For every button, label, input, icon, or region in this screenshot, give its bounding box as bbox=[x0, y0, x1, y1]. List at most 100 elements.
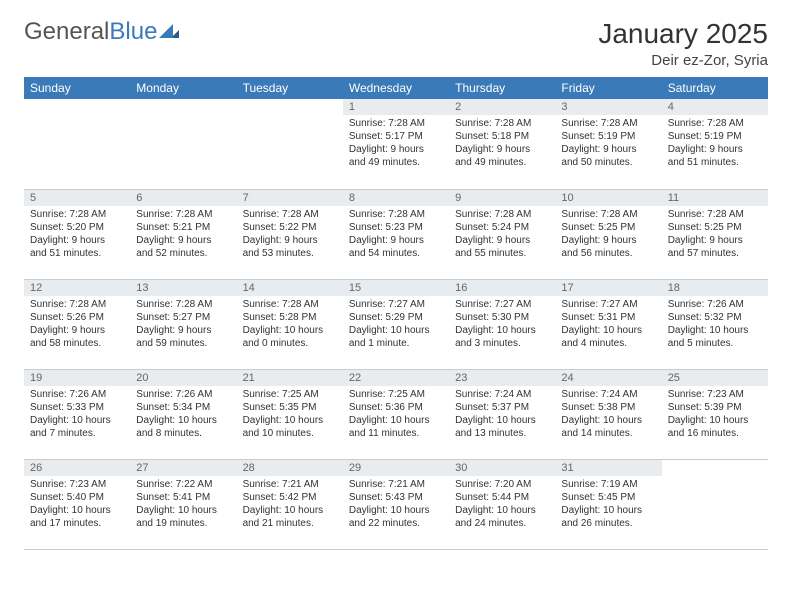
weekday-header: Monday bbox=[130, 77, 236, 99]
weekday-header: Friday bbox=[555, 77, 661, 99]
day-number: 28 bbox=[237, 460, 343, 476]
calendar-cell: 15Sunrise: 7:27 AMSunset: 5:29 PMDayligh… bbox=[343, 279, 449, 369]
calendar-cell: 8Sunrise: 7:28 AMSunset: 5:23 PMDaylight… bbox=[343, 189, 449, 279]
day-details: Sunrise: 7:21 AMSunset: 5:42 PMDaylight:… bbox=[237, 476, 343, 534]
calendar-cell: 22Sunrise: 7:25 AMSunset: 5:36 PMDayligh… bbox=[343, 369, 449, 459]
day-details: Sunrise: 7:28 AMSunset: 5:25 PMDaylight:… bbox=[555, 206, 661, 264]
day-details: Sunrise: 7:24 AMSunset: 5:38 PMDaylight:… bbox=[555, 386, 661, 444]
calendar-cell: 13Sunrise: 7:28 AMSunset: 5:27 PMDayligh… bbox=[130, 279, 236, 369]
calendar-cell: 23Sunrise: 7:24 AMSunset: 5:37 PMDayligh… bbox=[449, 369, 555, 459]
day-number: 27 bbox=[130, 460, 236, 476]
calendar-cell: 9Sunrise: 7:28 AMSunset: 5:24 PMDaylight… bbox=[449, 189, 555, 279]
calendar-cell: 30Sunrise: 7:20 AMSunset: 5:44 PMDayligh… bbox=[449, 459, 555, 549]
calendar-cell bbox=[130, 99, 236, 189]
day-number: 14 bbox=[237, 280, 343, 296]
day-details: Sunrise: 7:26 AMSunset: 5:34 PMDaylight:… bbox=[130, 386, 236, 444]
calendar-cell: 2Sunrise: 7:28 AMSunset: 5:18 PMDaylight… bbox=[449, 99, 555, 189]
day-details: Sunrise: 7:28 AMSunset: 5:20 PMDaylight:… bbox=[24, 206, 130, 264]
calendar-cell: 12Sunrise: 7:28 AMSunset: 5:26 PMDayligh… bbox=[24, 279, 130, 369]
day-details: Sunrise: 7:28 AMSunset: 5:17 PMDaylight:… bbox=[343, 115, 449, 173]
calendar-body: 1Sunrise: 7:28 AMSunset: 5:17 PMDaylight… bbox=[24, 99, 768, 549]
calendar-cell: 5Sunrise: 7:28 AMSunset: 5:20 PMDaylight… bbox=[24, 189, 130, 279]
day-number: 6 bbox=[130, 190, 236, 206]
calendar-week-row: 1Sunrise: 7:28 AMSunset: 5:17 PMDaylight… bbox=[24, 99, 768, 189]
day-number: 3 bbox=[555, 99, 661, 115]
calendar-cell: 18Sunrise: 7:26 AMSunset: 5:32 PMDayligh… bbox=[662, 279, 768, 369]
day-details: Sunrise: 7:26 AMSunset: 5:32 PMDaylight:… bbox=[662, 296, 768, 354]
day-details: Sunrise: 7:25 AMSunset: 5:36 PMDaylight:… bbox=[343, 386, 449, 444]
day-number: 1 bbox=[343, 99, 449, 115]
day-number: 22 bbox=[343, 370, 449, 386]
day-number: 4 bbox=[662, 99, 768, 115]
day-details: Sunrise: 7:28 AMSunset: 5:25 PMDaylight:… bbox=[662, 206, 768, 264]
day-number: 5 bbox=[24, 190, 130, 206]
day-details: Sunrise: 7:25 AMSunset: 5:35 PMDaylight:… bbox=[237, 386, 343, 444]
day-details: Sunrise: 7:28 AMSunset: 5:28 PMDaylight:… bbox=[237, 296, 343, 354]
day-number: 8 bbox=[343, 190, 449, 206]
calendar-week-row: 5Sunrise: 7:28 AMSunset: 5:20 PMDaylight… bbox=[24, 189, 768, 279]
day-details: Sunrise: 7:23 AMSunset: 5:40 PMDaylight:… bbox=[24, 476, 130, 534]
day-details: Sunrise: 7:21 AMSunset: 5:43 PMDaylight:… bbox=[343, 476, 449, 534]
calendar-cell: 27Sunrise: 7:22 AMSunset: 5:41 PMDayligh… bbox=[130, 459, 236, 549]
weekday-header-row: SundayMondayTuesdayWednesdayThursdayFrid… bbox=[24, 77, 768, 99]
day-number: 18 bbox=[662, 280, 768, 296]
day-details: Sunrise: 7:27 AMSunset: 5:29 PMDaylight:… bbox=[343, 296, 449, 354]
weekday-header: Sunday bbox=[24, 77, 130, 99]
weekday-header: Wednesday bbox=[343, 77, 449, 99]
day-number: 25 bbox=[662, 370, 768, 386]
day-details: Sunrise: 7:28 AMSunset: 5:19 PMDaylight:… bbox=[662, 115, 768, 173]
day-details: Sunrise: 7:24 AMSunset: 5:37 PMDaylight:… bbox=[449, 386, 555, 444]
day-details: Sunrise: 7:19 AMSunset: 5:45 PMDaylight:… bbox=[555, 476, 661, 534]
calendar-cell: 19Sunrise: 7:26 AMSunset: 5:33 PMDayligh… bbox=[24, 369, 130, 459]
day-number: 24 bbox=[555, 370, 661, 386]
day-number: 19 bbox=[24, 370, 130, 386]
calendar-cell: 10Sunrise: 7:28 AMSunset: 5:25 PMDayligh… bbox=[555, 189, 661, 279]
calendar-week-row: 26Sunrise: 7:23 AMSunset: 5:40 PMDayligh… bbox=[24, 459, 768, 549]
day-details: Sunrise: 7:22 AMSunset: 5:41 PMDaylight:… bbox=[130, 476, 236, 534]
day-number: 21 bbox=[237, 370, 343, 386]
calendar-cell: 6Sunrise: 7:28 AMSunset: 5:21 PMDaylight… bbox=[130, 189, 236, 279]
calendar-cell bbox=[237, 99, 343, 189]
day-details: Sunrise: 7:28 AMSunset: 5:22 PMDaylight:… bbox=[237, 206, 343, 264]
logo-part1: General bbox=[24, 18, 109, 45]
calendar-cell: 3Sunrise: 7:28 AMSunset: 5:19 PMDaylight… bbox=[555, 99, 661, 189]
logo-part2: Blue bbox=[109, 18, 157, 45]
day-details: Sunrise: 7:20 AMSunset: 5:44 PMDaylight:… bbox=[449, 476, 555, 534]
calendar-cell: 11Sunrise: 7:28 AMSunset: 5:25 PMDayligh… bbox=[662, 189, 768, 279]
day-details: Sunrise: 7:23 AMSunset: 5:39 PMDaylight:… bbox=[662, 386, 768, 444]
day-number: 11 bbox=[662, 190, 768, 206]
month-title: January 2025 bbox=[598, 18, 768, 50]
day-number: 16 bbox=[449, 280, 555, 296]
day-details: Sunrise: 7:26 AMSunset: 5:33 PMDaylight:… bbox=[24, 386, 130, 444]
calendar-cell: 29Sunrise: 7:21 AMSunset: 5:43 PMDayligh… bbox=[343, 459, 449, 549]
day-details: Sunrise: 7:28 AMSunset: 5:24 PMDaylight:… bbox=[449, 206, 555, 264]
calendar-cell bbox=[662, 459, 768, 549]
calendar-cell: 17Sunrise: 7:27 AMSunset: 5:31 PMDayligh… bbox=[555, 279, 661, 369]
title-block: January 2025 Deir ez-Zor, Syria bbox=[598, 18, 768, 69]
logo: GeneralBlue bbox=[24, 18, 179, 46]
day-number: 15 bbox=[343, 280, 449, 296]
calendar-week-row: 12Sunrise: 7:28 AMSunset: 5:26 PMDayligh… bbox=[24, 279, 768, 369]
calendar-table: SundayMondayTuesdayWednesdayThursdayFrid… bbox=[24, 77, 768, 550]
day-number: 20 bbox=[130, 370, 236, 386]
day-details: Sunrise: 7:28 AMSunset: 5:26 PMDaylight:… bbox=[24, 296, 130, 354]
calendar-cell: 4Sunrise: 7:28 AMSunset: 5:19 PMDaylight… bbox=[662, 99, 768, 189]
day-details: Sunrise: 7:28 AMSunset: 5:23 PMDaylight:… bbox=[343, 206, 449, 264]
day-number: 26 bbox=[24, 460, 130, 476]
calendar-cell: 20Sunrise: 7:26 AMSunset: 5:34 PMDayligh… bbox=[130, 369, 236, 459]
day-number: 2 bbox=[449, 99, 555, 115]
calendar-cell: 7Sunrise: 7:28 AMSunset: 5:22 PMDaylight… bbox=[237, 189, 343, 279]
document-header: GeneralBlue January 2025 Deir ez-Zor, Sy… bbox=[24, 18, 768, 69]
day-number: 13 bbox=[130, 280, 236, 296]
day-number: 12 bbox=[24, 280, 130, 296]
day-number: 23 bbox=[449, 370, 555, 386]
day-number: 31 bbox=[555, 460, 661, 476]
day-details: Sunrise: 7:28 AMSunset: 5:27 PMDaylight:… bbox=[130, 296, 236, 354]
day-number: 17 bbox=[555, 280, 661, 296]
calendar-cell: 14Sunrise: 7:28 AMSunset: 5:28 PMDayligh… bbox=[237, 279, 343, 369]
calendar-cell: 28Sunrise: 7:21 AMSunset: 5:42 PMDayligh… bbox=[237, 459, 343, 549]
calendar-cell: 26Sunrise: 7:23 AMSunset: 5:40 PMDayligh… bbox=[24, 459, 130, 549]
logo-triangle-icon bbox=[159, 24, 173, 38]
calendar-cell: 24Sunrise: 7:24 AMSunset: 5:38 PMDayligh… bbox=[555, 369, 661, 459]
day-details: Sunrise: 7:28 AMSunset: 5:18 PMDaylight:… bbox=[449, 115, 555, 173]
